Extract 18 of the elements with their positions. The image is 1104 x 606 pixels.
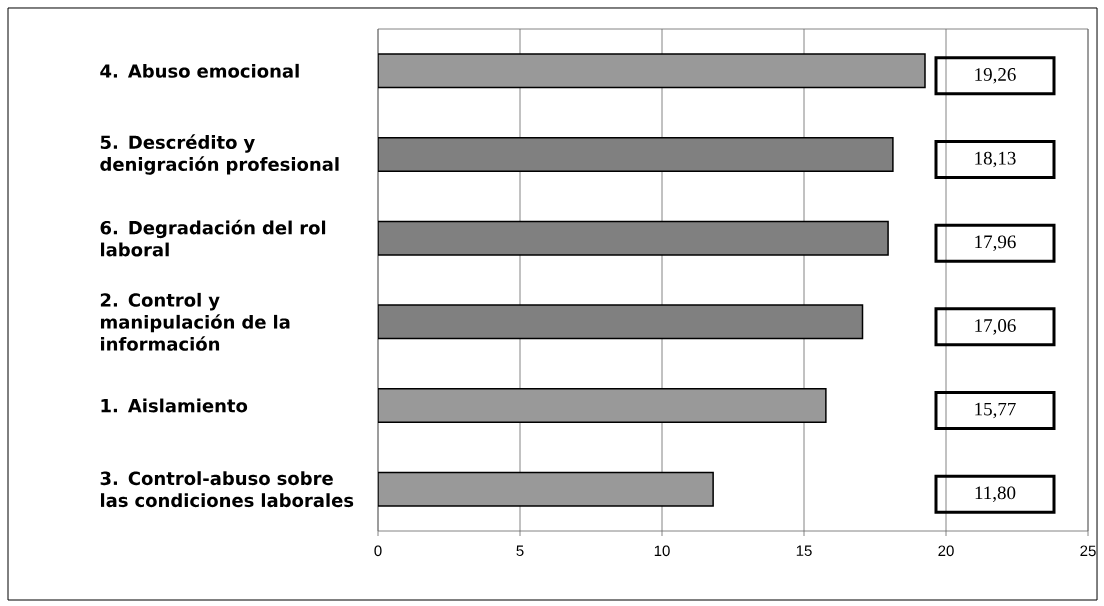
x-tick-label: 15	[796, 545, 812, 556]
y-tick-label: 3. Control-abuso sobre las condiciones laborales	[100, 471, 354, 508]
x-tick-label: 10	[654, 545, 670, 557]
y-tick-label: 2. Control y manipulación de la información	[100, 292, 290, 351]
x-tick-label: 25	[1080, 545, 1096, 557]
y-tick-label: 4. Abuso emocional	[100, 63, 299, 78]
data-label: 15,77	[975, 402, 1016, 419]
x-tick-label: 20	[938, 545, 954, 557]
y-tick-label: 6. Degradación del rol laboral	[100, 219, 326, 257]
data-label: 18,13	[975, 151, 1016, 168]
data-label: 17,06	[975, 319, 1016, 335]
y-tick-label: 1. Aislamiento	[101, 398, 248, 413]
y-tick-label: 5. Descrédito y denigración profesional	[100, 134, 339, 175]
data-label: 19,26	[975, 68, 1016, 84]
x-tick-label: 0	[374, 545, 382, 557]
data-label: 17,96	[975, 235, 1016, 251]
x-tick-label: 5	[516, 545, 524, 556]
data-label: 11,80	[975, 486, 1016, 502]
